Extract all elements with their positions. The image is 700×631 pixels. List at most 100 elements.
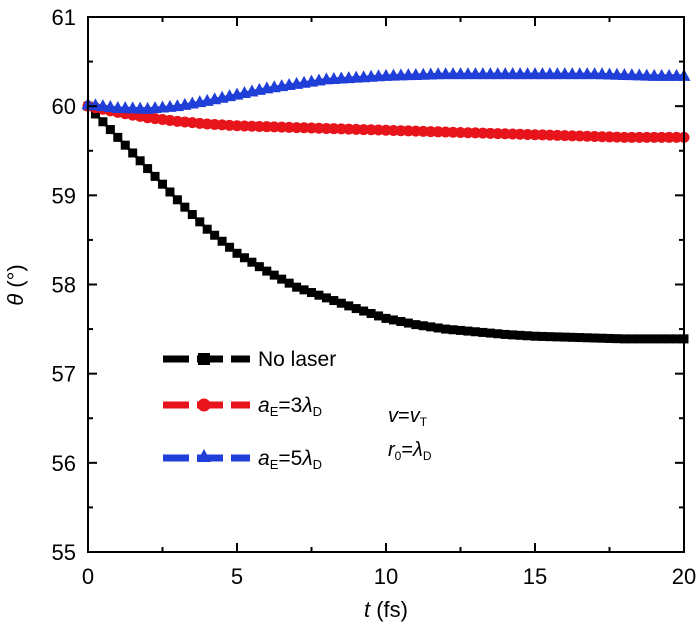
- data-point-square: [254, 262, 264, 272]
- data-point-square: [90, 109, 100, 119]
- y-tick-label: 57: [52, 362, 76, 387]
- data-point-square: [366, 308, 376, 318]
- data-point-square: [225, 242, 235, 252]
- data-point-square: [277, 274, 287, 284]
- data-point-square: [433, 323, 443, 333]
- legend: No laser aE=3λD aE=5λD: [163, 348, 336, 472]
- data-point-square: [247, 257, 257, 267]
- data-point-square: [128, 148, 138, 158]
- data-point-square: [239, 253, 249, 263]
- data-point-square: [232, 248, 242, 258]
- data-point-square: [359, 306, 369, 316]
- series-square: [83, 101, 689, 344]
- legend-entry-no-laser: No laser: [163, 348, 336, 371]
- legend-label-no-laser: No laser: [258, 348, 336, 371]
- x-axis-label: t (fs): [364, 597, 408, 622]
- data-point-square: [187, 210, 197, 220]
- data-point-square: [478, 327, 488, 337]
- data-point-square: [605, 333, 614, 343]
- plot-frame: [87, 16, 685, 553]
- data-point-square: [664, 334, 674, 344]
- data-point-square: [113, 132, 123, 142]
- ticks-layer: 0 5 10 15 20 55 56 57 58 59 60 61: [52, 5, 697, 589]
- data-point-square: [590, 333, 600, 343]
- data-point-square: [448, 325, 458, 335]
- legend-label-ae3: aE=3λD: [258, 394, 322, 419]
- data-point-square: [120, 140, 130, 150]
- y-tick-label: 55: [52, 540, 76, 565]
- data-point-square: [411, 320, 421, 330]
- data-point-square: [493, 329, 503, 339]
- y-tick-label: 61: [52, 5, 76, 30]
- data-point-square: [485, 328, 495, 338]
- data-point-square: [202, 224, 212, 234]
- series-circle: [82, 100, 690, 143]
- data-point-square: [165, 187, 175, 197]
- data-point-square: [172, 195, 182, 205]
- series-layer: [81, 67, 691, 344]
- data-point-square: [456, 325, 465, 335]
- data-point-square: [98, 117, 108, 127]
- data-point-square: [143, 164, 153, 174]
- series-triangle: [81, 67, 691, 114]
- data-point-square: [470, 327, 480, 337]
- data-point-square: [508, 330, 518, 340]
- y-tick-label: 58: [52, 273, 76, 298]
- data-point-square: [321, 293, 331, 303]
- x-tick-label: 0: [82, 564, 94, 589]
- data-point-square: [344, 301, 354, 311]
- data-point-square: [441, 324, 451, 334]
- data-point-square: [329, 296, 339, 306]
- data-point-square: [314, 290, 324, 300]
- data-point-square: [657, 334, 667, 344]
- y-tick-label: 59: [52, 183, 76, 208]
- data-point-square: [418, 321, 428, 331]
- legend-marker-triangle: [197, 449, 211, 462]
- legend-marker-square: [198, 353, 210, 365]
- data-point-square: [523, 331, 533, 341]
- data-point-square: [336, 298, 346, 308]
- data-point-square: [158, 179, 167, 189]
- data-point-square: [150, 171, 160, 181]
- data-point-square: [545, 332, 555, 342]
- data-point-square: [269, 270, 279, 280]
- data-point-square: [426, 322, 436, 332]
- x-tick-label: 20: [672, 564, 696, 589]
- data-point-square: [299, 285, 309, 295]
- data-point-square: [575, 333, 585, 343]
- data-point-square: [403, 318, 413, 328]
- data-point-square: [135, 156, 145, 166]
- data-point-square: [262, 266, 272, 276]
- data-point-square: [649, 334, 659, 344]
- data-point-square: [560, 332, 570, 342]
- y-axis-label: θ (°): [3, 264, 28, 306]
- data-point-square: [307, 288, 316, 298]
- y-tick-label: 60: [52, 94, 76, 119]
- data-point-square: [619, 334, 629, 344]
- data-point-square: [552, 332, 562, 342]
- data-point-square: [463, 326, 473, 336]
- data-point-square: [627, 334, 637, 344]
- data-point-square: [537, 331, 547, 341]
- legend-entry-ae3: aE=3λD: [163, 394, 322, 419]
- data-point-square: [567, 332, 577, 342]
- data-point-square: [374, 311, 384, 321]
- x-tick-label: 15: [523, 564, 547, 589]
- data-point-square: [388, 315, 398, 325]
- data-point-square: [582, 333, 592, 343]
- data-point-square: [597, 333, 607, 343]
- x-tick-label: 5: [231, 564, 243, 589]
- data-point-square: [292, 282, 302, 292]
- data-point-square: [217, 236, 227, 246]
- x-tick-label: 10: [374, 564, 398, 589]
- legend-marker-circle: [197, 398, 211, 412]
- data-point-square: [500, 329, 510, 339]
- y-tick-label: 56: [52, 451, 76, 476]
- data-point-square: [210, 230, 220, 240]
- data-point-square: [351, 304, 361, 314]
- data-point-square: [105, 125, 115, 135]
- legend-entry-ae5: aE=5λD: [163, 447, 322, 472]
- data-point-square: [612, 334, 622, 344]
- data-point-square: [381, 313, 391, 323]
